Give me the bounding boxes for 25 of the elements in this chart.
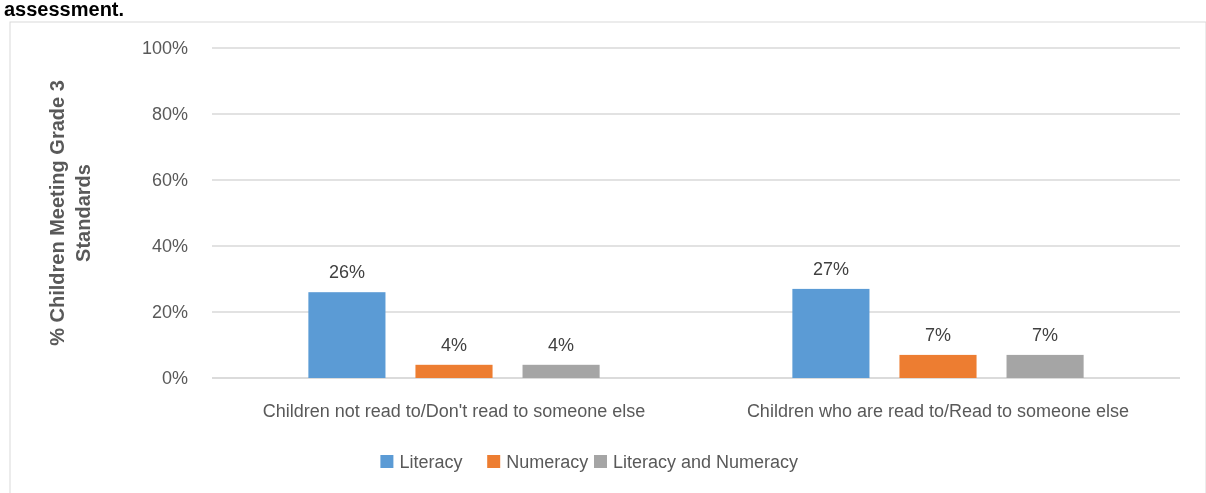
x-tick-label: Children who are read to/Read to someone else <box>746 401 1130 421</box>
bar <box>522 364 600 378</box>
legend-label: Literacy <box>399 452 463 473</box>
legend-label: Numeracy <box>506 452 589 473</box>
y-axis-title: % Children Meeting Grade 3 Standards <box>46 80 94 346</box>
y-tick-label: 80% <box>151 104 188 125</box>
y-tick-label: 20% <box>151 302 188 323</box>
legend-label: Literacy and Numeracy <box>613 452 799 473</box>
y-tick-label: 40% <box>151 236 188 257</box>
data-label: 26% <box>328 262 365 283</box>
y-tick-label: 60% <box>151 170 188 191</box>
bar <box>415 364 493 378</box>
data-label: 27% <box>812 258 849 279</box>
bar <box>1006 354 1084 378</box>
y-tick-label: 100% <box>141 38 188 59</box>
data-label: 4% <box>548 334 575 355</box>
data-label: 7% <box>924 324 952 345</box>
data-label: 7% <box>1032 324 1059 345</box>
chart-title: assessment. <box>4 0 125 20</box>
data-label: 4% <box>440 334 468 355</box>
y-tick-label: 0% <box>161 368 188 389</box>
bar <box>308 292 386 378</box>
bar <box>792 288 870 378</box>
bar <box>899 354 977 378</box>
x-tick-label: Children not read to/Don't read to someone else <box>262 401 646 421</box>
